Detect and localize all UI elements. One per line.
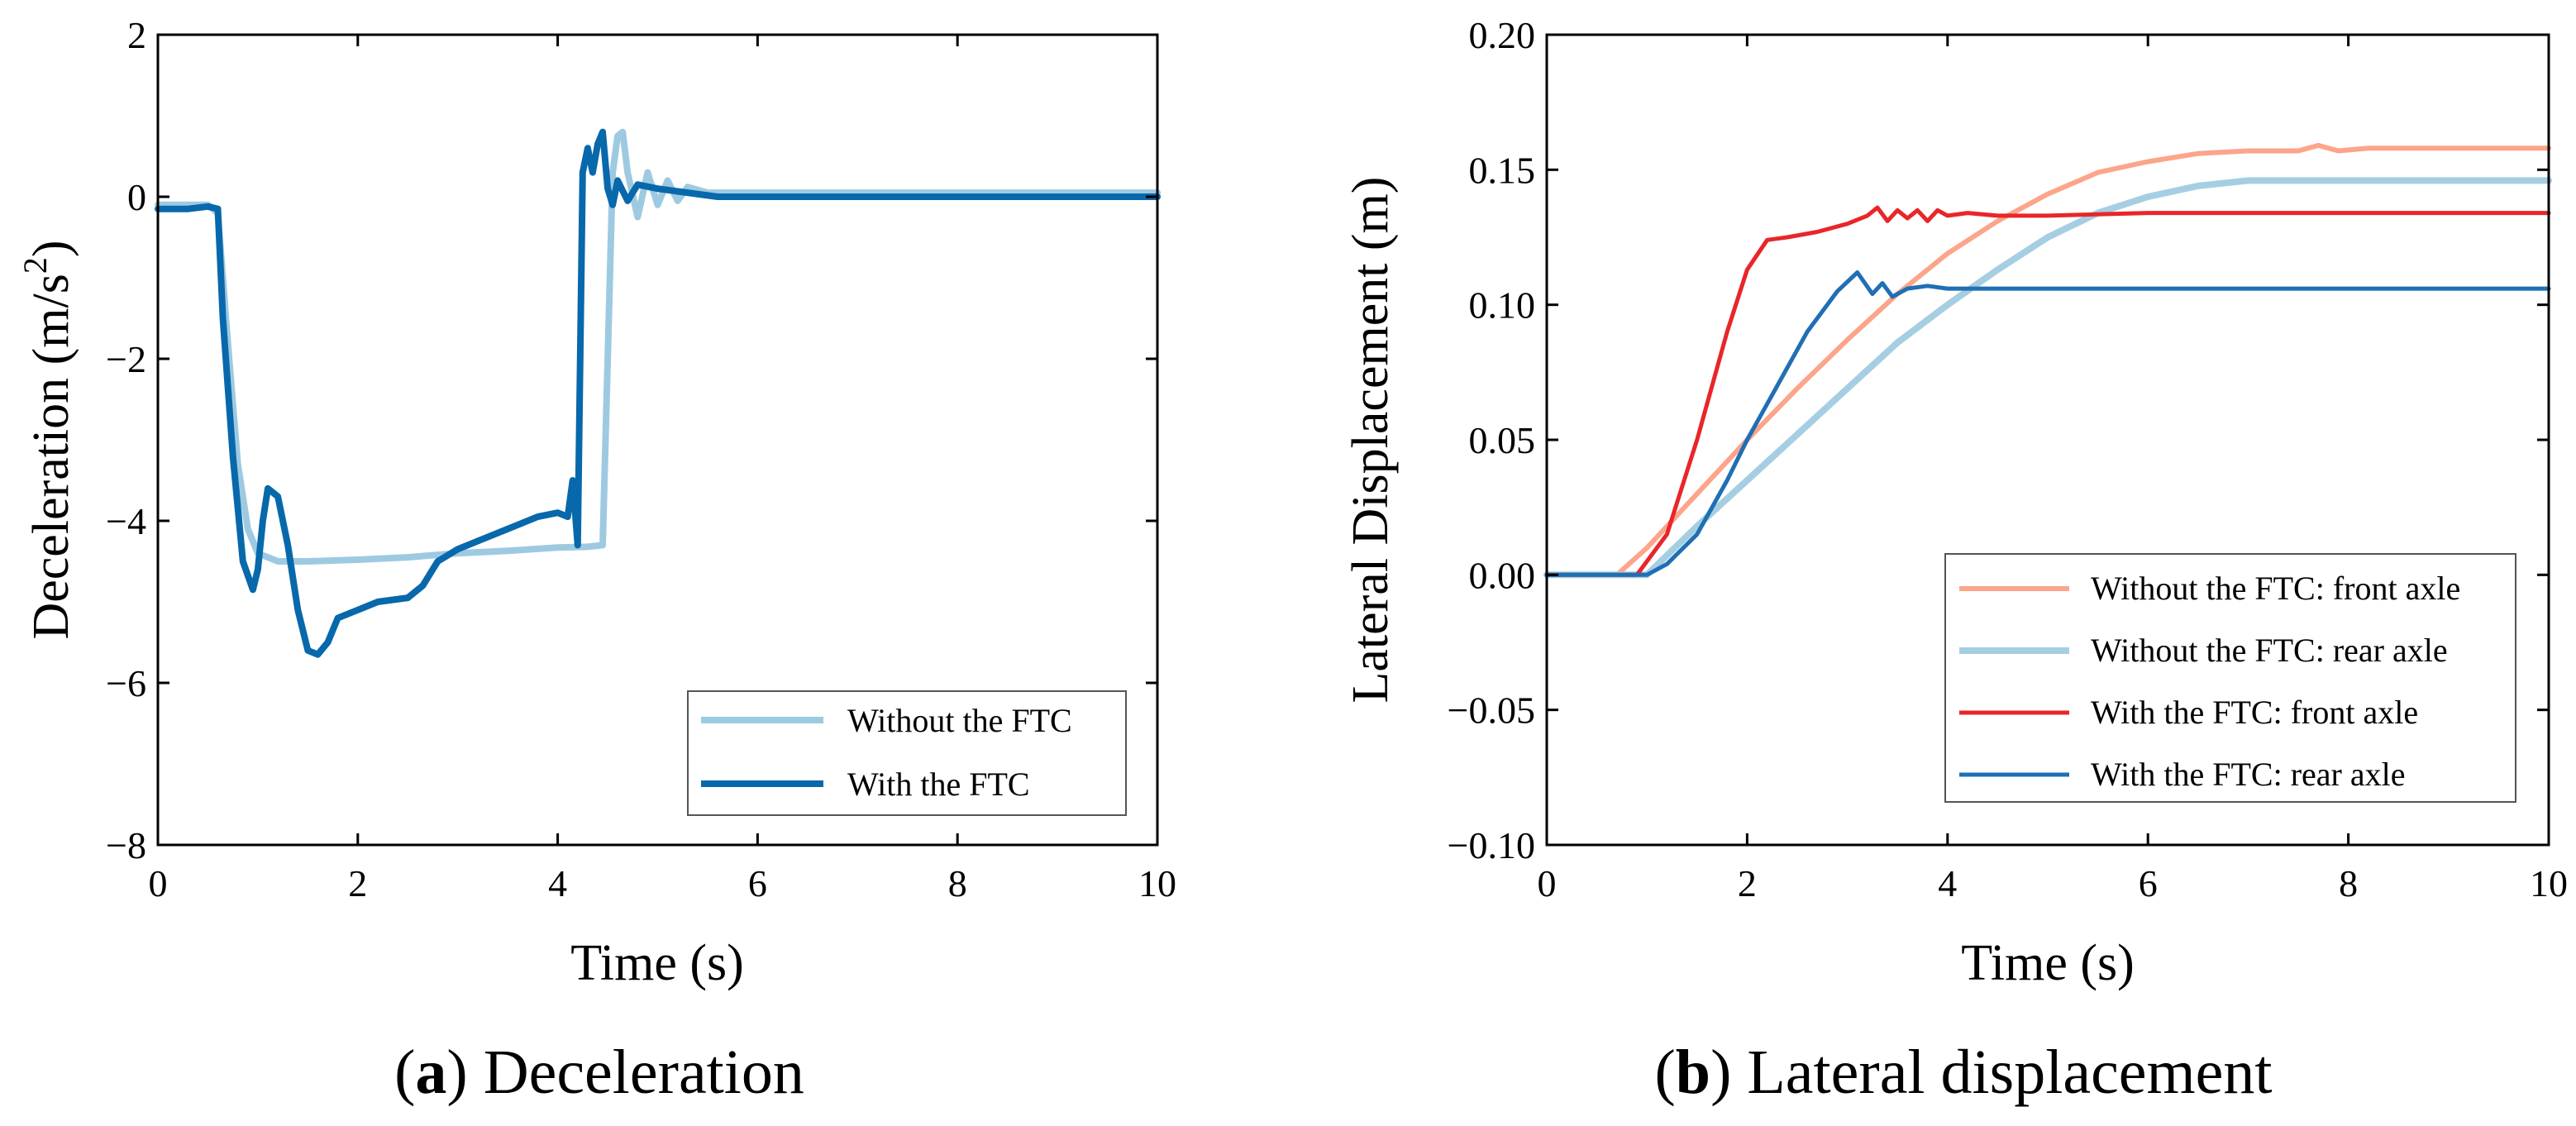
panel-b-x-tick-label: 8 <box>2339 862 2358 904</box>
panel-b-x-axis-label: Time (s) <box>1961 935 2135 991</box>
panel-b-legend-label-without-ftc-front: Without the FTC: front axle <box>2091 570 2460 607</box>
panel-a-y-tick-label: −4 <box>106 500 146 542</box>
panel-b-x-tick-label: 0 <box>1538 862 1557 904</box>
panel-b-legend-box <box>1944 553 2516 803</box>
panel-a-y-tick-label: −6 <box>106 662 146 704</box>
panel-b-caption: (b) Lateral displacement <box>1654 1038 2272 1107</box>
panel-b-legend-label-with-ftc-front: With the FTC: front axle <box>2091 694 2418 731</box>
panel-a-x-tick-label: 0 <box>149 862 168 904</box>
panel-b-y-axis-label: Lateral Displacement (m) <box>1343 177 1399 704</box>
panel-b-legend-label-without-ftc-rear: Without the FTC: rear axle <box>2091 632 2448 669</box>
panel-a-x-tick-label: 8 <box>948 862 967 904</box>
panel-b-x-tick-label: 6 <box>2139 862 2158 904</box>
panel-b-series-line-4 <box>1544 270 2551 577</box>
panel-a-y-tick-label: −8 <box>106 824 146 866</box>
panel-a-plot-frame <box>156 33 1159 847</box>
panel-b-y-tick-label: 0.05 <box>1469 419 1536 461</box>
panel-a-series-line-2 <box>155 128 1161 658</box>
panel-a-caption: (a) Deceleration <box>394 1038 804 1107</box>
panel-b-ticks: 0 2 4 6 8 10 −0.10 −0.05 0.00 0.05 0.10 0.15 0.20 <box>1448 14 2568 904</box>
panel-a-y-axis-label: Deceleration (m/s2) <box>17 240 79 639</box>
panel-b-legend-label-with-ftc-rear: With the FTC: rear axle <box>2091 756 2406 793</box>
panel-a-x-tick-label: 2 <box>348 862 367 904</box>
panel-b-x-tick-label: 4 <box>1938 862 1957 904</box>
panel-b-series-line-2 <box>1543 177 2552 579</box>
panel-b-x-tick-label: 10 <box>2530 862 2568 904</box>
panel-b-y-tick-label: 0.15 <box>1469 149 1536 191</box>
panel-a-y-tick-label: 2 <box>127 14 146 56</box>
panel-b-x-tick-label: 2 <box>1738 862 1757 904</box>
panel-a-y-tick-label: 0 <box>127 176 146 218</box>
panel-a-series-line-1 <box>155 128 1161 565</box>
panel-a-legend-box <box>687 690 1127 816</box>
panel-a-x-tick-label: 10 <box>1138 862 1176 904</box>
panel-a-x-tick-label: 6 <box>748 862 767 904</box>
panel-a-y-axis-label-sup: 2 <box>17 257 54 274</box>
panel-b-y-tick-label: 0.20 <box>1469 14 1536 56</box>
panel-a-caption-text: Deceleration <box>484 1038 804 1107</box>
panel-a-x-tick-label: 4 <box>548 862 567 904</box>
panel-a-legend-label-without-ftc: Without the FTC <box>847 702 1072 739</box>
panel-a-y-axis-label-main: Deceleration (m/s <box>23 274 79 639</box>
panel-a-legend: Without the FTC With the FTC <box>687 690 1127 816</box>
panel-b-series-line-3 <box>1544 205 2551 577</box>
panel-a-ticks: 0 2 4 6 8 10 −8 −6 −4 −2 0 2 <box>106 14 1176 904</box>
panel-b-y-tick-label: 0.10 <box>1469 284 1536 327</box>
panel-b-series <box>1543 142 2552 579</box>
panel-a-legend-label-with-ftc: With the FTC <box>847 766 1030 803</box>
panel-b-caption-text: Lateral displacement <box>1747 1038 2272 1107</box>
panel-b-caption-letter: b <box>1676 1038 1710 1107</box>
panel-a-caption-letter: a <box>415 1038 446 1107</box>
panel-a-y-axis-label-close: ) <box>23 240 79 257</box>
panel-b-y-tick-label: 0.00 <box>1469 554 1536 596</box>
panel-a-series <box>155 128 1161 658</box>
panel-b-series-line-1 <box>1544 142 2551 578</box>
panel-a-x-axis-label: Time (s) <box>570 935 744 991</box>
panel-b-y-tick-label: −0.05 <box>1448 689 1535 732</box>
panel-b-lateral-displacement-chart: 0 2 4 6 8 10 −0.10 −0.05 0.00 0.05 0.10 0.15 0.20 Ti… <box>1343 14 2568 1107</box>
panel-a-deceleration-chart: 0 2 4 6 8 10 −8 −6 −4 −2 0 2 Time (s) Deceleration … <box>17 14 1176 1107</box>
panel-b-legend: Without the FTC: front axle Without the … <box>1944 553 2516 803</box>
panel-a-y-tick-label: −2 <box>106 338 146 380</box>
panel-b-y-tick-label: −0.10 <box>1448 824 1535 866</box>
